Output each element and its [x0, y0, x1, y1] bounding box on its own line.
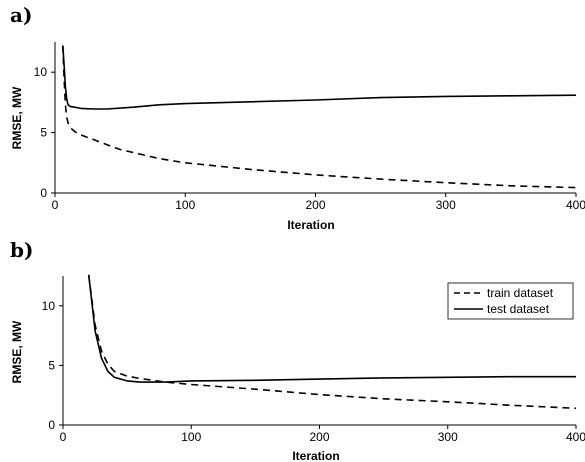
legend-test-label: test dataset	[487, 302, 550, 316]
legend-train-label: train dataset	[487, 286, 554, 300]
panel-a-test-series-line	[62, 45, 577, 110]
panel-b-y-tick-label: 10	[42, 299, 56, 313]
panel-a-train-series-line	[62, 45, 577, 189]
panel-a-x-ticks: 0 100 200 300 400	[52, 193, 585, 212]
panel-b-x-tick-label: 300	[438, 430, 458, 444]
panel-a-y-tick-label: 0	[40, 186, 47, 200]
panel-a-y-ticks: 0 5 10	[34, 65, 55, 200]
panel-a-y-axis-label: RMSE, MW	[10, 86, 24, 149]
panel-b-y-tick-label: 5	[48, 358, 55, 372]
panel-b: b) 0 100 200 300 400 0 5 10 train dataset test…	[10, 238, 585, 462]
panel-a-x-tick-label: 0	[52, 198, 59, 212]
panel-b-label: b)	[10, 238, 33, 262]
panel-b-x-axis-label: Iteration	[292, 449, 339, 462]
panel-b-x-tick-label: 200	[309, 430, 329, 444]
panel-a-label: a)	[10, 3, 32, 27]
panel-a-x-tick-label: 300	[436, 198, 456, 212]
panel-b-x-tick-label: 400	[566, 430, 585, 444]
panel-a-y-tick-label: 5	[40, 126, 47, 140]
panel-b-y-axis-label: RMSE, MW	[10, 320, 24, 383]
legend-box	[447, 282, 574, 320]
panel-a-series	[62, 45, 577, 189]
panel-a-x-axis-label: Iteration	[287, 218, 334, 232]
panel-b-test-series-line	[87, 274, 576, 383]
panel-a-x-tick-label: 200	[305, 198, 325, 212]
panel-b-series	[87, 274, 577, 410]
panel-a: a) 0 100 200 300 400 0 5 10 Iteration RMSE, MW	[10, 3, 585, 232]
panel-b-legend: train dataset test dataset	[447, 282, 574, 320]
panel-a-axes	[54, 42, 576, 194]
panel-b-x-ticks: 0 100 200 300 400	[60, 425, 585, 444]
panel-b-x-tick-label: 0	[60, 430, 67, 444]
panel-b-x-tick-label: 100	[181, 430, 201, 444]
panel-a-x-tick-label: 100	[175, 198, 195, 212]
panel-a-x-tick-label: 400	[566, 198, 585, 212]
panel-b-axes	[62, 276, 576, 426]
panel-b-y-ticks: 0 5 10	[42, 299, 63, 432]
panel-b-y-tick-label: 0	[48, 418, 55, 432]
panel-a-y-tick-label: 10	[34, 65, 48, 79]
